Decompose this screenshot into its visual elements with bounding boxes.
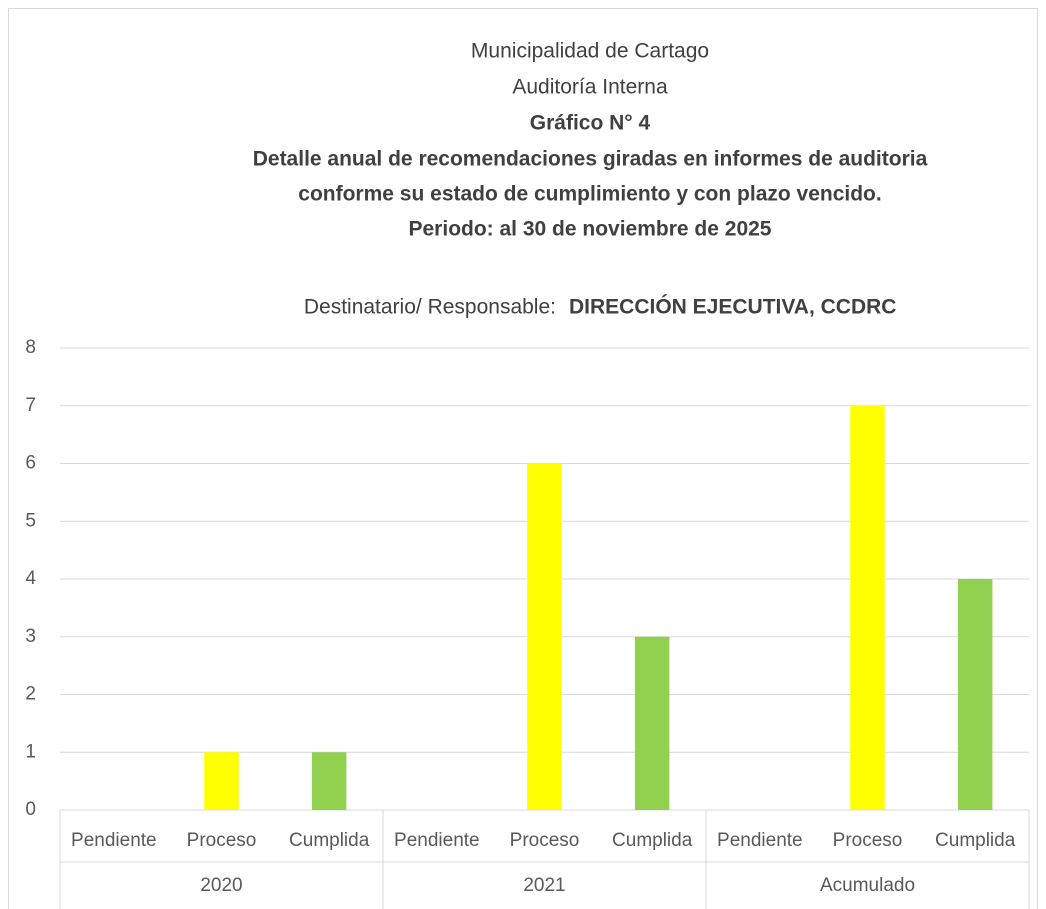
bar: [850, 405, 885, 810]
title-bold-line: Detalle anual de recomendaciones giradas…: [253, 148, 928, 171]
group-label: 2020: [200, 875, 242, 896]
y-tick-label: 7: [25, 395, 36, 416]
y-tick-label: 8: [25, 337, 36, 358]
title-bold-line: conforme su estado de cumplimiento y con…: [298, 183, 881, 206]
subtitle: Destinatario/ Responsable:: [304, 296, 556, 319]
bar: [634, 636, 670, 810]
chart-border: [8, 8, 1038, 909]
y-tick-label: 6: [25, 453, 36, 474]
title-line: Auditoría Interna: [512, 76, 668, 99]
bar: [957, 579, 993, 810]
x-tick-label: Pendiente: [394, 830, 480, 851]
x-tick-label: Cumplida: [612, 830, 693, 851]
bar: [204, 752, 239, 810]
bar: [311, 752, 347, 810]
group-label: Acumulado: [820, 875, 915, 896]
y-tick-label: 0: [25, 799, 36, 820]
x-tick-label: Proceso: [510, 830, 580, 851]
y-tick-label: 3: [25, 626, 36, 647]
y-tick-label: 5: [25, 510, 36, 531]
group-label: 2021: [523, 875, 565, 896]
subtitle-bold: DIRECCIÓN EJECUTIVA, CCDRC: [569, 295, 896, 319]
x-tick-label: Pendiente: [71, 830, 157, 851]
x-tick-label: Proceso: [187, 830, 257, 851]
bar: [527, 463, 562, 810]
title-line: Municipalidad de Cartago: [471, 40, 709, 63]
title-bold-line: Periodo: al 30 de noviembre de 2025: [409, 218, 772, 241]
x-tick-label: Proceso: [833, 830, 903, 851]
x-tick-label: Cumplida: [289, 830, 370, 851]
y-tick-label: 2: [25, 684, 36, 705]
y-tick-label: 4: [25, 568, 36, 589]
x-tick-label: Cumplida: [935, 830, 1016, 851]
title-bold-line: Gráfico N° 4: [530, 112, 651, 135]
x-tick-label: Pendiente: [717, 830, 803, 851]
y-tick-label: 1: [25, 741, 36, 762]
